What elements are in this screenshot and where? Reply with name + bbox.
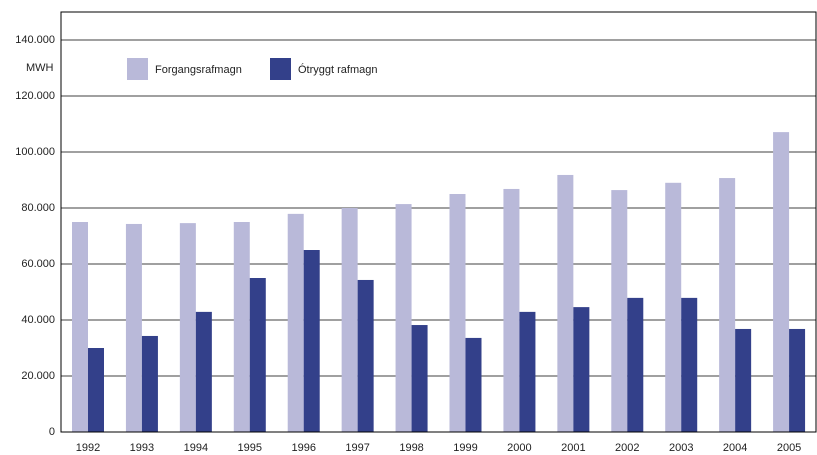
bar <box>449 194 466 432</box>
bar <box>773 132 790 432</box>
x-tick-label: 1997 <box>345 442 369 454</box>
y-tick-label: 120.000 <box>15 90 55 102</box>
x-tick-label: 1994 <box>184 442 208 454</box>
bar <box>573 307 590 432</box>
bar <box>789 328 806 432</box>
bar <box>735 328 752 432</box>
y-axis-label: MWH <box>26 62 54 74</box>
x-tick-label: 2002 <box>615 442 639 454</box>
x-tick-label: 1999 <box>453 442 477 454</box>
bar <box>88 348 104 432</box>
plot-frame <box>60 11 817 433</box>
bar <box>611 190 628 432</box>
bar <box>465 337 482 432</box>
bar <box>287 213 304 432</box>
x-tick-label: 2000 <box>507 442 531 454</box>
y-tick-label: 80.000 <box>21 202 55 214</box>
bar <box>233 222 250 432</box>
bar <box>72 222 88 432</box>
x-tick-label: 1992 <box>76 442 100 454</box>
bar <box>395 204 412 432</box>
bar <box>503 188 520 432</box>
bar <box>665 182 682 432</box>
x-tick-label: 1998 <box>399 442 423 454</box>
legend-label: Forgangsrafmagn <box>155 64 242 76</box>
bar <box>411 325 428 432</box>
y-tick-label: 60.000 <box>21 258 55 270</box>
bar <box>627 297 644 432</box>
bar <box>141 335 158 432</box>
x-tick-label: 2001 <box>561 442 585 454</box>
x-tick-label: 1995 <box>238 442 262 454</box>
bar <box>179 223 196 432</box>
bar <box>519 311 536 432</box>
x-tick-label: 2003 <box>669 442 693 454</box>
legend-swatch <box>270 58 291 80</box>
bar <box>249 278 266 432</box>
bar <box>681 297 698 432</box>
y-tick-label: 100.000 <box>15 146 55 158</box>
bar <box>195 311 212 432</box>
x-tick-label: 2004 <box>723 442 747 454</box>
legend-swatch <box>127 58 148 80</box>
x-tick-label: 1996 <box>291 442 315 454</box>
y-tick-label: 40.000 <box>21 314 55 326</box>
bar <box>341 208 358 432</box>
bar <box>557 174 574 432</box>
legend-label: Ótryggt rafmagn <box>298 63 377 76</box>
y-tick-label: 140.000 <box>15 34 55 46</box>
bar <box>357 279 374 432</box>
bar <box>303 250 320 432</box>
bar <box>719 178 736 432</box>
y-tick-label: 0 <box>49 426 55 438</box>
x-tick-label: 2005 <box>777 442 801 454</box>
x-tick-label: 1993 <box>130 442 154 454</box>
bar <box>125 223 142 432</box>
y-tick-label: 20.000 <box>21 370 55 382</box>
